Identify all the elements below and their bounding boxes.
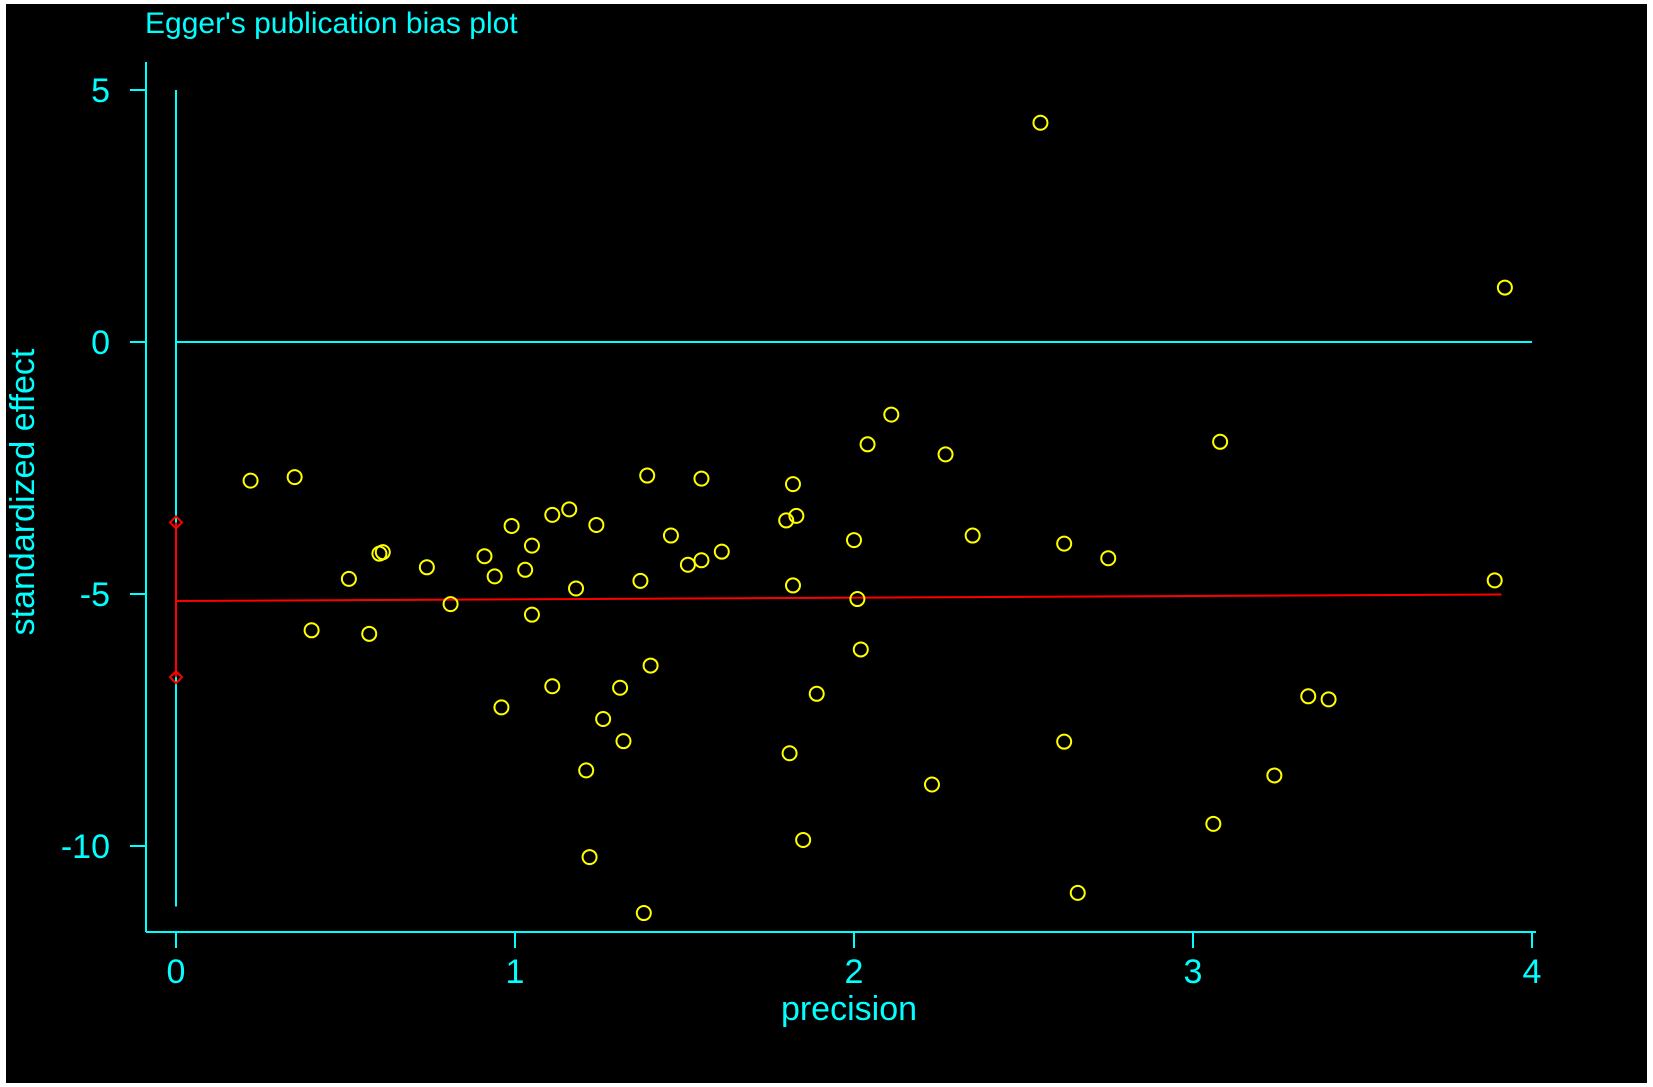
data-point — [568, 580, 585, 597]
data-point — [693, 470, 710, 487]
data-point — [923, 776, 940, 793]
data-point — [778, 512, 795, 529]
data-point — [612, 679, 629, 696]
data-point — [544, 506, 561, 523]
data-point — [846, 532, 862, 549]
data-point — [662, 527, 679, 544]
data-point — [784, 577, 801, 594]
data-point — [578, 762, 595, 779]
x-tick-label: 1 — [506, 953, 525, 991]
x-tick-label: 0 — [167, 953, 186, 991]
data-point — [1032, 114, 1049, 131]
data-point — [1266, 767, 1283, 784]
data-point — [1100, 550, 1117, 567]
data-point — [808, 685, 825, 702]
y-axis-label: standardized effect — [6, 348, 42, 635]
data-point — [639, 467, 656, 484]
data-points — [242, 114, 1513, 922]
data-point — [1205, 815, 1222, 832]
data-point — [713, 543, 730, 560]
data-point — [693, 552, 710, 569]
data-point — [635, 905, 652, 922]
data-point — [418, 559, 435, 576]
y-tick-label: -5 — [80, 576, 110, 614]
x-tick-label: 3 — [1184, 953, 1203, 991]
data-point — [937, 446, 954, 463]
data-point — [544, 678, 561, 695]
data-point — [523, 537, 540, 554]
data-point — [1486, 572, 1503, 589]
egger-plot: Egger's publication bias plot precision … — [6, 4, 1647, 1083]
plot-frame: Egger's publication bias plot precision … — [6, 4, 1647, 1083]
ci-marker — [168, 669, 184, 685]
y-tick-label: -10 — [61, 828, 110, 866]
data-point — [632, 572, 649, 589]
data-point — [595, 710, 612, 727]
data-point — [442, 596, 459, 613]
data-point — [849, 591, 866, 608]
data-point — [642, 657, 659, 674]
regression-line — [175, 593, 1502, 603]
data-point — [1056, 733, 1073, 750]
x-tick-label: 2 — [845, 953, 864, 991]
data-point — [561, 501, 578, 518]
data-point — [964, 527, 981, 544]
data-point — [242, 472, 259, 489]
data-point — [859, 436, 876, 453]
data-point — [1320, 691, 1337, 708]
data-point — [303, 622, 320, 639]
data-point — [486, 568, 503, 585]
data-point — [1496, 279, 1513, 296]
data-point — [476, 548, 493, 565]
y-tick-label: 5 — [91, 72, 110, 110]
data-point — [588, 516, 605, 533]
ci-marker — [168, 515, 184, 530]
y-ticks: 5 0 -5 -10 — [61, 72, 146, 866]
intercept-ci-markers — [168, 515, 184, 685]
x-ticks: 0 1 2 3 4 — [167, 932, 1542, 991]
data-point — [852, 641, 869, 658]
x-axis-label: precision — [781, 990, 917, 1028]
data-point — [1069, 884, 1086, 901]
plot-background — [6, 4, 1647, 1083]
x-tick-label: 4 — [1523, 953, 1542, 991]
data-point — [1212, 433, 1229, 450]
data-point — [493, 699, 510, 716]
data-point — [340, 570, 357, 587]
chart-title: Egger's publication bias plot — [145, 7, 518, 40]
data-point — [788, 507, 805, 524]
data-point — [883, 406, 900, 423]
data-point — [795, 831, 812, 848]
data-point — [517, 561, 534, 578]
data-point — [374, 544, 391, 561]
data-point — [784, 476, 801, 493]
data-point — [286, 469, 303, 486]
data-point — [503, 517, 520, 534]
data-point — [1056, 535, 1073, 552]
data-point — [581, 849, 598, 866]
data-point — [1300, 688, 1317, 705]
data-point — [523, 606, 540, 623]
data-point — [361, 625, 378, 642]
data-point — [615, 733, 632, 750]
data-point — [781, 745, 798, 762]
y-tick-label: 0 — [91, 324, 110, 362]
